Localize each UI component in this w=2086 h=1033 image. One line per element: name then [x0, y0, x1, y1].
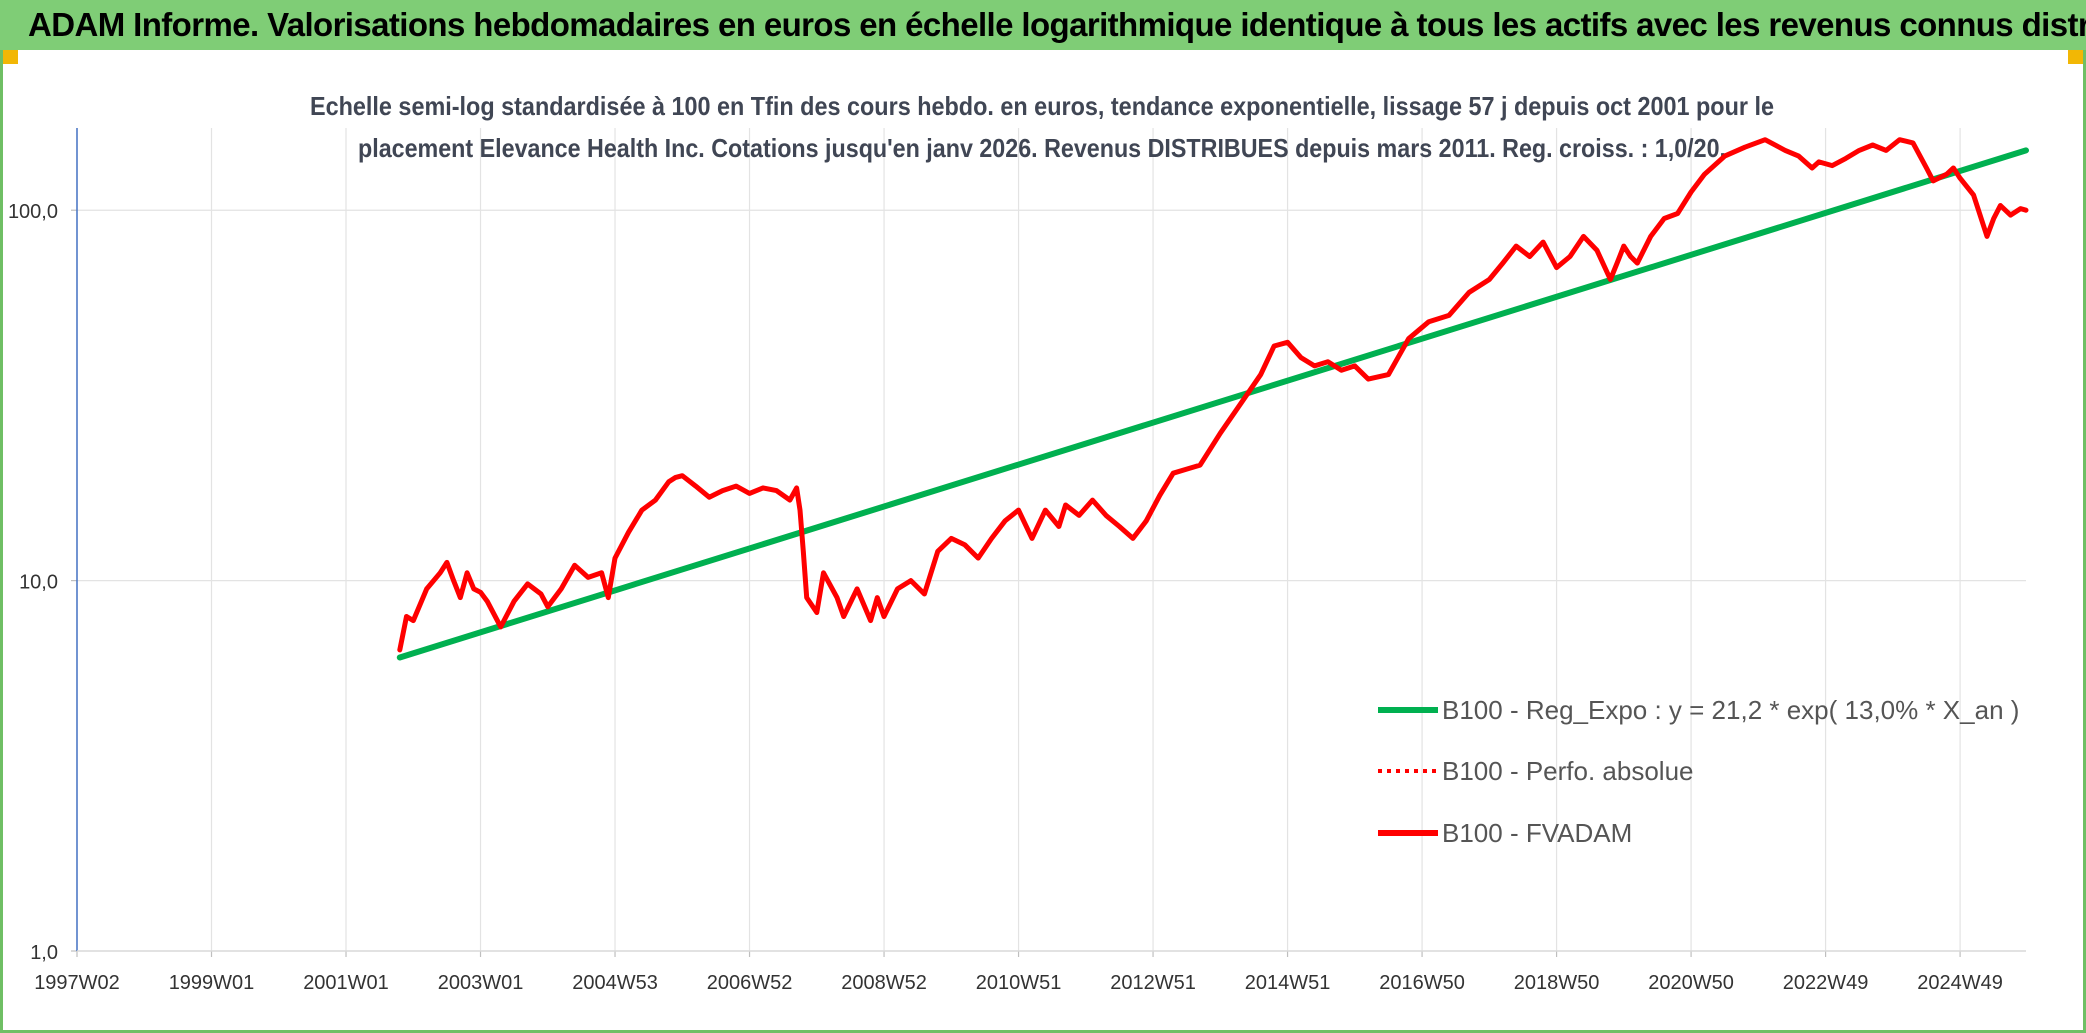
x-tick-label-6: 2008W52	[841, 972, 927, 994]
x-tick-label-0: 1997W02	[34, 972, 120, 994]
y-tick-label-1: 10,0	[19, 572, 58, 594]
x-tick-label-7: 2010W51	[976, 972, 1062, 994]
legend: B100 - Reg_Expo : y = 21,2 * exp( 13,0% …	[1378, 695, 2019, 848]
x-tick-label-5: 2006W52	[707, 972, 793, 994]
series-line-2	[397, 137, 2029, 653]
x-tick-label-4: 2004W53	[572, 972, 658, 994]
y-tick-label-0: 1,0	[30, 942, 58, 964]
series-layer	[396, 137, 2029, 661]
chart-subtitle-line-1: Echelle semi-log standardisée à 100 en T…	[310, 91, 1774, 121]
y-tick-label-2: 100,0	[8, 201, 58, 223]
x-tick-label-1: 1999W01	[169, 972, 255, 994]
x-tick-label-11: 2018W50	[1514, 972, 1600, 994]
corner-marker-right	[2068, 50, 2086, 64]
x-tick-label-9: 2014W51	[1245, 972, 1331, 994]
series-line-0	[396, 147, 2029, 661]
y-tick-labels: 1,0 10,0 100,0	[8, 201, 58, 964]
x-tick-label-2: 2001W01	[303, 972, 389, 994]
x-tick-label-13: 2022W49	[1783, 972, 1869, 994]
x-tick-label-14: 2024W49	[1917, 972, 2003, 994]
legend-label-1: B100 - Perfo. absolue	[1442, 756, 1694, 786]
report-banner: ADAM Informe. Valorisations hebdomadaire…	[0, 0, 2086, 50]
legend-label-0: B100 - Reg_Expo : y = 21,2 * exp( 13,0% …	[1442, 695, 2019, 725]
legend-label-2: B100 - FVADAM	[1442, 818, 1632, 848]
chart-frame	[0, 50, 2086, 1033]
x-tick-label-3: 2003W01	[438, 972, 524, 994]
x-tick-label-12: 2020W50	[1648, 972, 1734, 994]
x-tick-labels: 1997W02 1999W01 2001W01 2003W01 2004W53 2006W…	[34, 972, 2003, 994]
chart-subtitle-line-2: placement Elevance Health Inc. Cotations…	[358, 133, 1726, 163]
grid-lines	[71, 128, 2026, 957]
x-tick-label-10: 2016W50	[1379, 972, 1465, 994]
x-tick-label-8: 2012W51	[1110, 972, 1196, 994]
corner-marker-left	[0, 50, 18, 64]
report-title: ADAM Informe. Valorisations hebdomadaire…	[28, 6, 2086, 43]
